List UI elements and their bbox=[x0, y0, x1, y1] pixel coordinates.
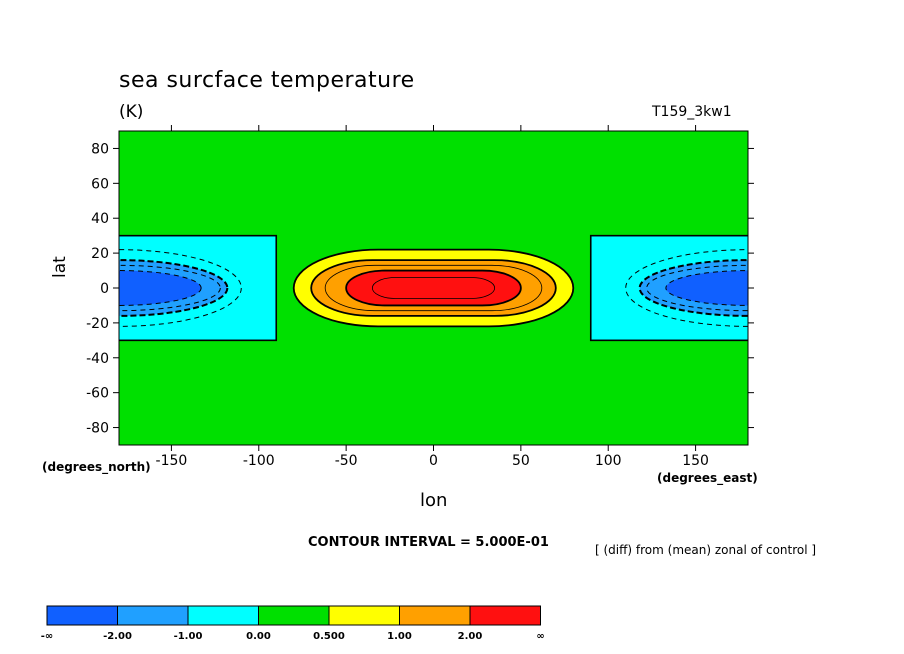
run-label: T159_3kw1 bbox=[652, 104, 732, 120]
colorbar-label-3: 0.00 bbox=[246, 631, 271, 642]
colorbar-swatch-1 bbox=[117, 605, 189, 626]
units-label: (K) bbox=[119, 102, 144, 122]
colorbar-swatch-5 bbox=[399, 605, 471, 626]
y-tick-label: -40 bbox=[86, 351, 109, 367]
x-tick-label: 150 bbox=[682, 453, 709, 469]
plot-content bbox=[119, 234, 748, 342]
x-tick-label: 0 bbox=[429, 453, 438, 469]
colorbar-swatch-3 bbox=[258, 605, 330, 626]
warm-contour-4 bbox=[371, 277, 496, 299]
y-tick-label: -20 bbox=[86, 316, 109, 332]
y-tick-label: 40 bbox=[91, 211, 109, 227]
y-tick-label: -80 bbox=[86, 421, 109, 437]
cold-contour-east-3 bbox=[665, 270, 748, 306]
contour-interval-text: CONTOUR INTERVAL = 5.000E-01 bbox=[308, 535, 549, 550]
x-axis-label: lon bbox=[420, 490, 448, 511]
x-tick-label: -50 bbox=[335, 453, 358, 469]
x-tick-label: 50 bbox=[512, 453, 530, 469]
x-tick-label: 100 bbox=[595, 453, 622, 469]
colorbar-swatch-2 bbox=[187, 605, 259, 626]
y-tick-label: 0 bbox=[100, 281, 109, 297]
diff-description: [ (diff) from (mean) zonal of control ] bbox=[595, 543, 817, 557]
y-tick-label: 60 bbox=[91, 176, 109, 192]
x-tick-label: -150 bbox=[156, 453, 188, 469]
colorbar-label-0: -∞ bbox=[41, 631, 53, 642]
y-axis-units: (degrees_north) bbox=[42, 460, 151, 474]
colorbar-label-5: 1.00 bbox=[387, 631, 412, 642]
y-tick-label: 20 bbox=[91, 246, 109, 262]
colorbar-label-4: 0.500 bbox=[313, 631, 345, 642]
y-tick-label: -60 bbox=[86, 386, 109, 402]
y-tick-label: 80 bbox=[91, 141, 109, 157]
colorbar-swatch-4 bbox=[328, 605, 400, 626]
chart-title: sea surcface temperature bbox=[119, 68, 415, 93]
colorbar-label-2: -1.00 bbox=[174, 631, 203, 642]
x-tick-label: -100 bbox=[243, 453, 275, 469]
colorbar-label-1: -2.00 bbox=[103, 631, 132, 642]
colorbar-swatch-0 bbox=[46, 605, 118, 626]
cold-contour-west-3 bbox=[119, 270, 202, 306]
colorbar-label-6: 2.00 bbox=[458, 631, 483, 642]
x-axis-units: (degrees_east) bbox=[657, 471, 758, 485]
colorbar-swatch-6 bbox=[469, 605, 541, 626]
colorbar-label-7: ∞ bbox=[536, 631, 544, 642]
